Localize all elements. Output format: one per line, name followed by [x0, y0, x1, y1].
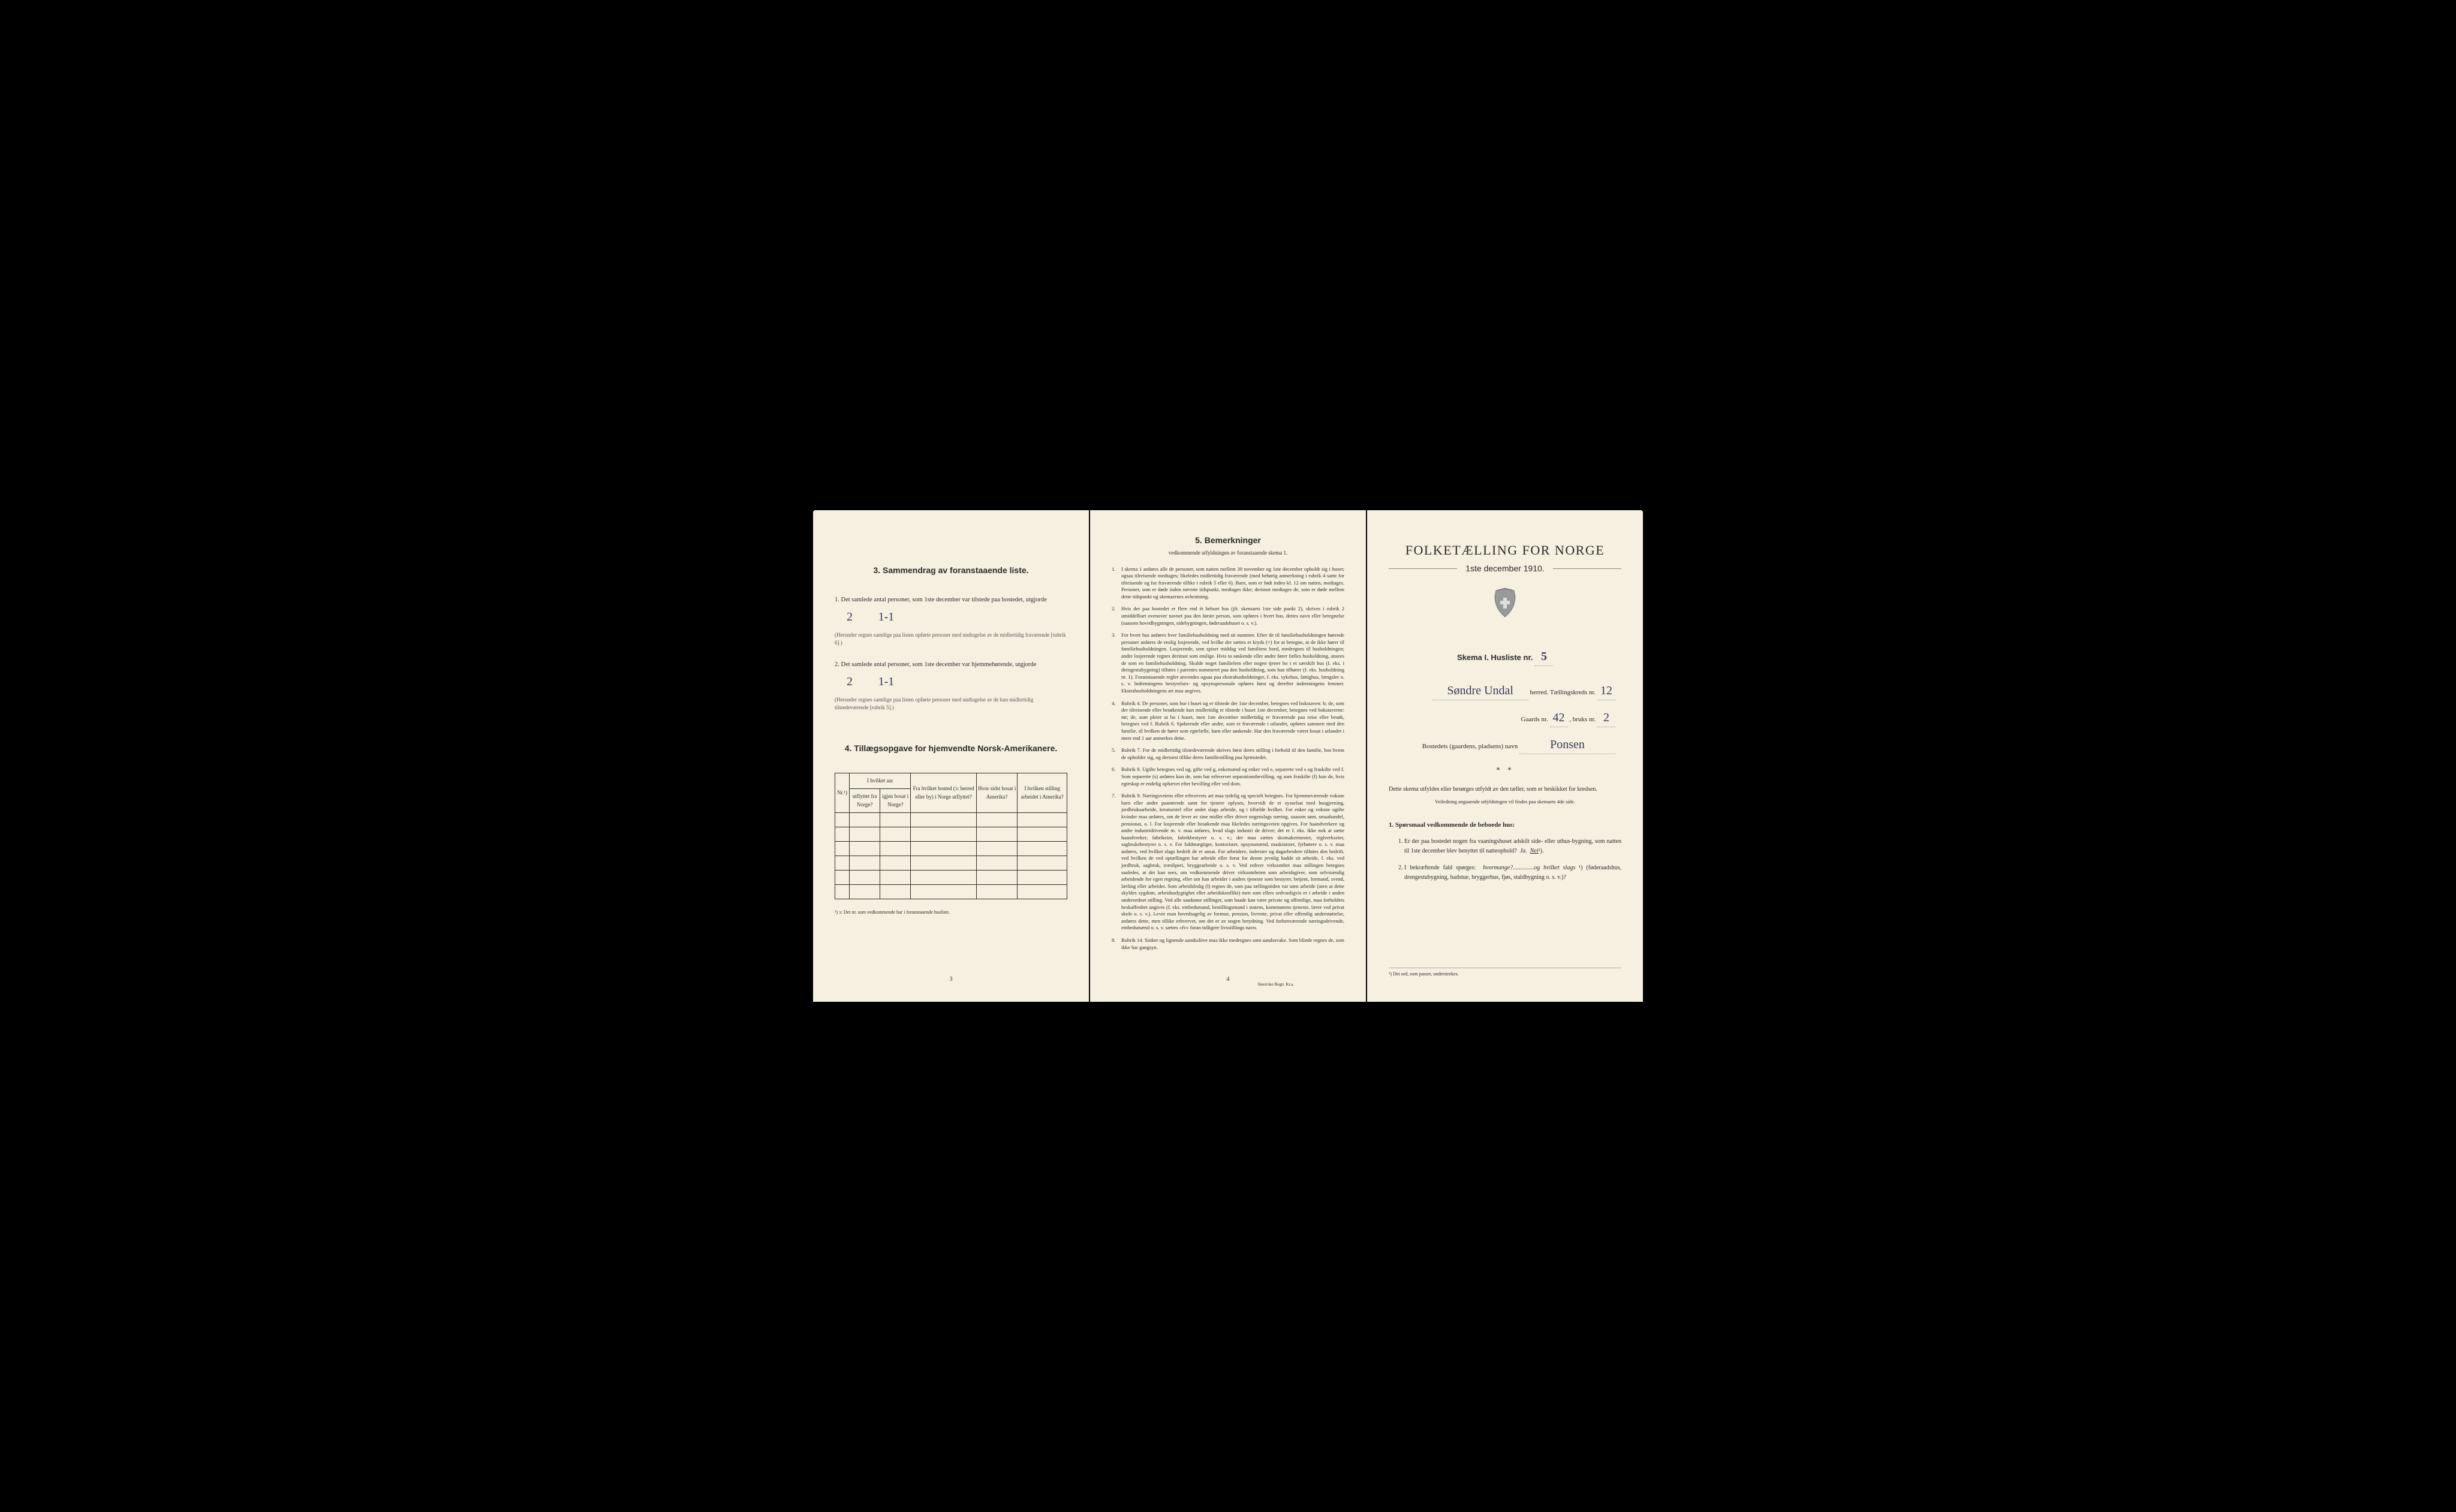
remark-6: Rubrik 8. Ugifte betegnes ved ug, gifte … — [1112, 766, 1344, 787]
panel-page-4: 5. Bemerkninger vedkommende utfyldningen… — [1090, 510, 1366, 1002]
summary-1-note: (Herunder regnes samtlige paa listen opf… — [835, 631, 1067, 647]
table-row — [835, 842, 1067, 856]
question-1: Er der paa bostedet nogen fra vaaningshu… — [1404, 837, 1621, 856]
bruks-nr-value: 2 — [1597, 709, 1615, 727]
answer-ja: Ja. — [1520, 848, 1527, 854]
bosted-label: Bostedets (gaardens, pladsens) navn — [1422, 743, 1518, 750]
question-1-text: Er der paa bostedet nogen fra vaaningshu… — [1404, 838, 1621, 854]
husliste-nr-value: 5 — [1535, 647, 1553, 666]
remark-1: I skema 1 anføres alle de personer, som … — [1112, 566, 1344, 601]
remark-2: Hvis der paa bostedet er flere end ét be… — [1112, 606, 1344, 627]
summary-2-note: (Herunder regnes samtlige paa listen opf… — [835, 696, 1067, 712]
th-year: I hvilket aar — [850, 773, 911, 789]
skema-label: Skema I. Husliste nr. — [1457, 653, 1533, 662]
trifold-document: 3. Sammendrag av foranstaaende liste. 1.… — [813, 510, 1643, 1002]
herred-value: Søndre Undal — [1432, 682, 1528, 700]
q2-hvormange: hvormange? — [1483, 865, 1513, 871]
gaard-label-a: Gaards nr. — [1521, 716, 1548, 723]
table-row — [835, 871, 1067, 885]
section-3-heading: 3. Sammendrag av foranstaaende liste. — [835, 564, 1067, 577]
th-stilling: I hvilken stilling arbeidet i Amerika? — [1018, 773, 1067, 813]
bosted-line: Bostedets (gaardens, pladsens) navn Pons… — [1389, 736, 1621, 754]
herred-label: herred. Tællingskreds nr. — [1530, 689, 1596, 696]
page-number-3: 3 — [950, 975, 953, 984]
table-footnote: ¹) ɔ: Det nr. som vedkommende har i fora… — [835, 909, 1067, 916]
census-date: 1ste december 1910. — [1465, 562, 1545, 575]
document-title: FOLKETÆLLING FOR NORGE — [1389, 540, 1621, 560]
coat-of-arms-icon — [1389, 587, 1621, 630]
question-2: I bekræftende fald spørges: hvormange?..… — [1404, 863, 1621, 882]
page-number-4: 4 — [1227, 975, 1230, 984]
remarks-list: I skema 1 anføres alle de personer, som … — [1112, 566, 1344, 951]
remark-7: Rubrik 9. Næringsveiens eller erhvervets… — [1112, 793, 1344, 932]
date-rule: 1ste december 1910. — [1389, 562, 1621, 575]
summary-item-2: 2. Det samlede antal personer, som 1ste … — [835, 659, 1067, 692]
panel-page-1: FOLKETÆLLING FOR NORGE 1ste december 191… — [1367, 510, 1643, 1002]
section-5-heading: 5. Bemerkninger — [1112, 534, 1344, 547]
table-row — [835, 856, 1067, 871]
summary-2-value-b: 1-1 — [878, 671, 895, 692]
table-row — [835, 827, 1067, 842]
right-footnote: ¹) Det ord, som passer, understrekes. — [1389, 968, 1621, 978]
summary-item-2-text: 2. Det samlede antal personer, som 1ste … — [835, 661, 1036, 668]
remark-5: Rubrik 7. For de midlertidig tilstedevær… — [1112, 747, 1344, 761]
th-nr: Nr.¹) — [835, 773, 850, 813]
herred-line: Søndre Undal herred. Tællingskreds nr. 1… — [1389, 682, 1621, 700]
th-year-out: utflyttet fra Norge? — [850, 789, 880, 813]
section-5-subtitle: vedkommende utfyldningen av foranstaaend… — [1112, 549, 1344, 558]
answer-nei: Nei — [1530, 848, 1539, 854]
summary-item-1-text: 1. Det samlede antal personer, som 1ste … — [835, 597, 1047, 603]
skema-line: Skema I. Husliste nr. 5 — [1389, 647, 1621, 666]
panel-page-3: 3. Sammendrag av foranstaaende liste. 1.… — [813, 510, 1089, 1002]
gaard-label-b: , bruks nr. — [1569, 716, 1596, 723]
question-heading: 1. Spørsmaal vedkommende de beboede hus: — [1389, 820, 1621, 830]
th-sidst: Hvor sidst bosat i Amerika? — [976, 773, 1018, 813]
section-4-heading: 4. Tillægsopgave for hjemvendte Norsk-Am… — [835, 742, 1067, 755]
remark-8: Rubrik 14. Sinker og lignende aandsslöve… — [1112, 937, 1344, 951]
summary-1-value-b: 1-1 — [878, 606, 895, 628]
kreds-nr-value: 12 — [1597, 682, 1615, 700]
th-year-back: igjen bosat i Norge? — [880, 789, 911, 813]
th-bosted: Fra hvilket bosted (ɔ: herred eller by) … — [911, 773, 976, 813]
answer-sup: ¹). — [1539, 848, 1544, 854]
ornament-divider: ✶ ✶ — [1389, 765, 1621, 774]
printer-credit: Steen'ske Bogtr. Kr.a. — [1257, 981, 1294, 988]
summary-1-value-a: 2 — [847, 606, 853, 628]
instruction-text: Dette skema utfyldes eller besørges utfy… — [1389, 785, 1621, 794]
instruction-small: Veiledning angaaende utfyldningen vil fi… — [1389, 798, 1621, 806]
bosted-value: Ponsen — [1519, 736, 1615, 754]
gaard-nr-value: 42 — [1550, 709, 1568, 727]
question-list: Er der paa bostedet nogen fra vaaningshu… — [1389, 837, 1621, 882]
gaard-line: Gaards nr. 42 , bruks nr. 2 — [1389, 709, 1621, 727]
summary-2-value-a: 2 — [847, 671, 853, 692]
table-row — [835, 885, 1067, 899]
table-row — [835, 813, 1067, 827]
q2-intro: I bekræftende fald spørges: — [1404, 865, 1476, 871]
remark-4: Rubrik 4. De personer, som bor i huset o… — [1112, 700, 1344, 742]
norwegian-american-table: Nr.¹) I hvilket aar Fra hvilket bosted (… — [835, 773, 1067, 900]
summary-item-1: 1. Det samlede antal personer, som 1ste … — [835, 595, 1067, 628]
remark-3: For hvert hus anføres hver familiehushol… — [1112, 632, 1344, 694]
q2-hvilket: og hvilket slags — [1534, 865, 1575, 871]
